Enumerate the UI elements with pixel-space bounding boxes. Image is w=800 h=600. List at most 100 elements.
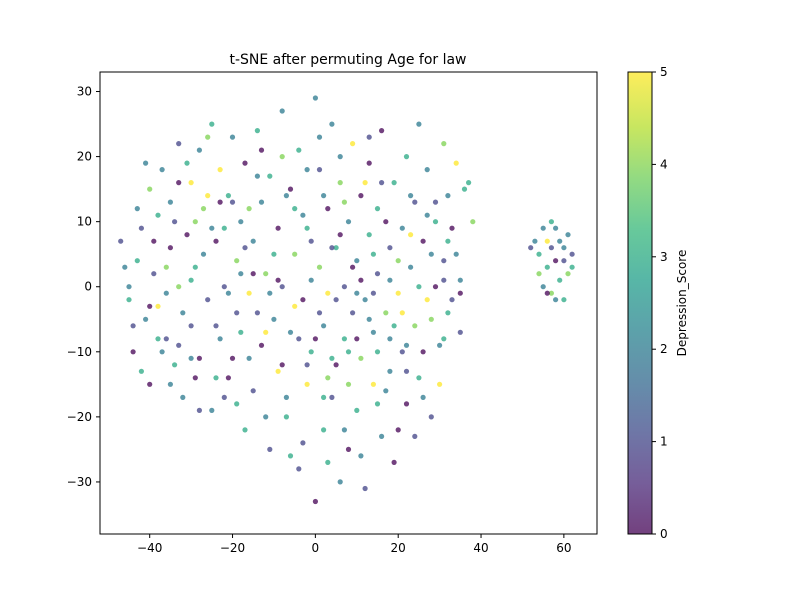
x-tick-label: 20 [391, 541, 406, 555]
x-tick-label: 0 [312, 541, 320, 555]
data-point [461, 186, 468, 192]
data-point [287, 453, 294, 459]
data-point [408, 193, 414, 199]
data-point [316, 264, 323, 270]
data-point [403, 342, 410, 348]
data-point [316, 167, 323, 173]
data-point [221, 225, 227, 231]
data-point [143, 316, 149, 322]
y-tick-label: 10 [77, 215, 92, 229]
data-point [312, 336, 318, 342]
data-point [217, 336, 223, 342]
data-point [532, 238, 538, 244]
data-point [258, 199, 265, 205]
colorbar-frame [627, 71, 653, 535]
data-point [300, 440, 306, 446]
data-point [399, 310, 405, 316]
data-point [155, 336, 161, 342]
x-tick-label: −40 [137, 541, 162, 555]
data-point [453, 160, 459, 166]
data-point [271, 251, 277, 257]
data-point [354, 407, 360, 413]
data-point [209, 407, 215, 413]
colorbar-tick-label: 1 [660, 435, 668, 449]
data-point [147, 303, 153, 309]
data-point [333, 297, 339, 303]
data-point [234, 258, 240, 264]
data-point [374, 349, 381, 355]
data-point [200, 251, 207, 257]
data-point [126, 297, 132, 303]
data-point [151, 238, 157, 244]
data-point [200, 206, 207, 212]
data-point [329, 121, 335, 127]
data-point [254, 310, 260, 316]
data-point [225, 290, 231, 296]
colorbar-tick-label: 3 [660, 250, 668, 264]
data-point [209, 225, 215, 231]
data-point [366, 134, 372, 140]
data-point [246, 355, 252, 361]
data-point [176, 284, 182, 290]
data-point [345, 349, 352, 355]
data-point [341, 199, 347, 205]
data-point [122, 264, 128, 270]
data-point [304, 167, 310, 173]
data-point [304, 225, 310, 231]
data-point [329, 394, 335, 400]
data-point [536, 271, 542, 277]
data-point [445, 193, 451, 199]
data-point [205, 134, 211, 140]
data-point [229, 134, 236, 140]
y-tick-label: 20 [77, 150, 92, 164]
data-point [234, 310, 240, 316]
data-point [350, 141, 356, 147]
y-tick-label: −10 [67, 345, 92, 359]
data-point [437, 342, 443, 348]
data-point [341, 336, 347, 342]
data-point [408, 264, 414, 270]
data-point [420, 238, 426, 244]
data-point [292, 251, 298, 257]
data-point [544, 264, 550, 270]
data-point [167, 381, 173, 387]
data-point [395, 290, 401, 296]
data-point [254, 128, 260, 134]
data-point [283, 193, 289, 199]
data-point [374, 401, 381, 407]
data-point [296, 466, 302, 472]
data-point [258, 147, 265, 153]
data-point [192, 219, 198, 225]
data-point [118, 238, 124, 244]
data-point [279, 284, 285, 290]
data-point [242, 427, 248, 433]
data-point [420, 394, 426, 400]
data-point [548, 219, 555, 225]
data-point [366, 160, 372, 166]
data-point [536, 251, 542, 257]
data-point [250, 238, 256, 244]
data-point [387, 368, 393, 374]
data-point [275, 225, 281, 231]
data-point [172, 362, 178, 368]
colorbar-label: Depression_Score [675, 250, 689, 357]
data-point [408, 232, 414, 238]
data-point [544, 290, 550, 296]
data-point [412, 323, 418, 329]
data-point [428, 316, 434, 322]
data-point [345, 219, 352, 225]
data-point [176, 342, 182, 348]
y-tick-label: 0 [84, 280, 92, 294]
data-point [163, 336, 169, 342]
data-point [213, 238, 219, 244]
colorbar-tick-label: 5 [660, 65, 668, 79]
data-point [279, 362, 285, 368]
data-point [333, 245, 339, 251]
data-point [192, 375, 198, 381]
data-point [403, 154, 410, 160]
data-point [217, 199, 223, 205]
data-point [366, 232, 372, 238]
data-point [242, 245, 248, 251]
data-point [213, 375, 219, 381]
data-point [292, 303, 298, 309]
